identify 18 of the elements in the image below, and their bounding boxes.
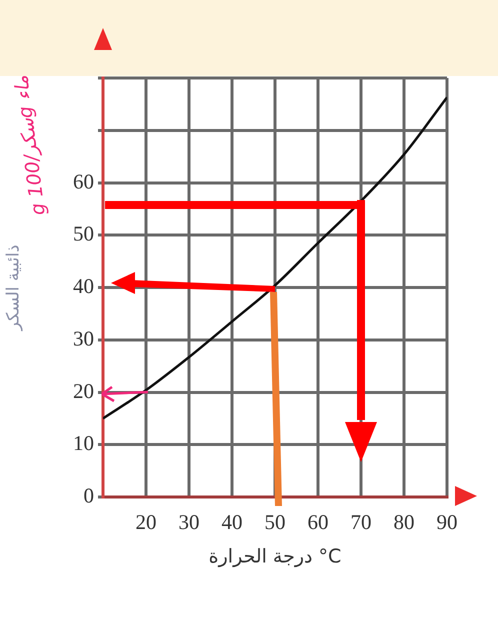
x-tick-label: 60 [308,510,328,534]
y-tick-label: 30 [73,326,94,350]
x-tick-label: 70 [350,510,372,534]
x-axis-title: درجة الحرارة °C [208,546,342,568]
y-tick-label: 40 [73,274,94,298]
x-tick-label: 40 [222,510,242,534]
x-tick-label: 90 [436,510,458,534]
y-tick-label: 0 [84,484,94,508]
x-tick-label: 80 [394,510,414,534]
text: g سكر/100g ماء [10,74,50,217]
x-tick-label: 50 [264,510,286,534]
y-tick-label: 10 [73,431,94,456]
y-tick-label: 20 [73,378,94,403]
x-tick-label: 30 [178,510,200,534]
y-tick-label: 60 [73,169,94,194]
y-axis-title: ذائبية السكر [4,244,24,332]
y-tick-label: 50 [73,222,94,246]
x-tick-label: 20 [136,510,156,534]
